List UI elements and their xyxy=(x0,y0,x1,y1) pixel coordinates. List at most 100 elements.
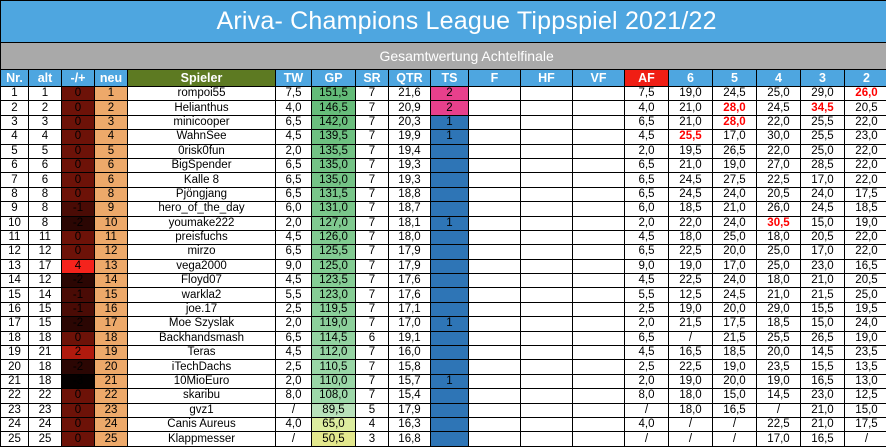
cell-rank-change: 0 xyxy=(61,114,95,131)
table-row[interactable]: 25 25 0 25 Klappmesser/50,5 3 16,8///17,0 16,5/… xyxy=(0,431,886,447)
cell-rank: 4 xyxy=(0,129,29,145)
col-header-diff[interactable]: -/+ xyxy=(61,69,95,87)
cell-sr: 7 xyxy=(355,244,389,260)
cell-vf xyxy=(572,416,625,433)
col-header-af[interactable]: AF xyxy=(624,69,669,87)
cell-tw: 6,0 xyxy=(275,201,312,217)
cell-f xyxy=(468,388,521,404)
table-row[interactable]: 20 18 -2 20 iTechDachs 2,5 110,5 7 15,8 2,5 22,5 19… xyxy=(0,359,886,375)
page-title: Ariva- Champions League Tippspiel 2021/2… xyxy=(0,0,886,43)
cell-rank-change: 0 xyxy=(61,157,95,174)
cell-gp: 125,5 xyxy=(311,244,356,260)
table-row[interactable]: 4 4 0 4 WahnSee 4,5 139,5 7 19,9 1 4,5 25,5 17,0 30,0… xyxy=(0,129,886,145)
cell-r2: 22,0 xyxy=(844,143,886,159)
table-row[interactable]: 22 22 0 22 skaribu 8,0 108,0 7 15,4 8,0 18,0 15,0 14… xyxy=(0,388,886,404)
cell-f xyxy=(468,157,521,174)
cell-r2: 12,5 xyxy=(844,388,886,404)
col-header-gp[interactable]: GP xyxy=(311,69,356,87)
col-header-f[interactable]: F xyxy=(468,69,521,87)
table-row[interactable]: 24 24 0 24 Canis Aureus 4,0 65,0 4 16,3 4,0//22,5… xyxy=(0,416,886,433)
col-header-hf[interactable]: HF xyxy=(520,69,573,87)
col-header-vf[interactable]: VF xyxy=(572,69,625,87)
cell-ts xyxy=(430,301,469,318)
table-row[interactable]: 7 6 0 6 Kalle 8 6,5 135,0 7 19,3 6,5 24,5 27,5 22,5 1… xyxy=(0,172,886,188)
cell-previous-rank: 2 xyxy=(28,100,62,116)
table-row[interactable]: 21 18 -3 21 10MioEuro 2,0 110,0 7 15,7 1 2,0 19,0 20… xyxy=(0,373,886,390)
col-header-tw[interactable]: TW xyxy=(275,69,312,87)
table-row[interactable]: 15 14 -1 15 warkla2 5,5 123,0 7 17,6 5,5 12,5 24,5 2… xyxy=(0,287,886,303)
cell-r4: 18,5 xyxy=(756,316,801,332)
table-row[interactable]: 3 3 0 3 minicooper 6,5 142,0 7 20,3 1 6,5 21,0 28,0 2… xyxy=(0,114,886,131)
cell-f xyxy=(468,215,521,231)
cell-rank: 17 xyxy=(0,316,29,332)
cell-r6: 19,0 xyxy=(668,85,713,102)
cell-new-rank: 15 xyxy=(94,287,128,303)
table-row[interactable]: 10 8 -2 10 youmake222 2,0 127,0 7 18,1 1 2,0 22,0 24… xyxy=(0,215,886,231)
table-row[interactable]: 17 15 -2 17 Moe Szyslak 2,0 119,0 7 17,0 1 2,0 21,5… xyxy=(0,316,886,332)
cell-r2: 22,0 xyxy=(844,114,886,131)
table-row[interactable]: 11 11 0 11 preisfuchs 4,5 126,0 7 18,0 4,5 18,0 25,… xyxy=(0,229,886,246)
table-row[interactable]: 8 8 0 8 Pjöngjang 6,5 131,5 7 18,8 6,5 24,5 24,0 20,… xyxy=(0,186,886,203)
col-header-r3[interactable]: 3 xyxy=(800,69,845,87)
col-header-r6[interactable]: 6 xyxy=(668,69,713,87)
table-row[interactable]: 5 5 0 5 0risk0fun 2,0 135,5 7 19,4 2,0 19,5 26,5 22,… xyxy=(0,143,886,159)
cell-sr: 6 xyxy=(355,330,389,347)
cell-player-name: WahnSee xyxy=(127,129,276,145)
col-header-alt[interactable]: alt xyxy=(28,69,62,87)
cell-r5: 19,0 xyxy=(712,359,757,375)
table-row[interactable]: 2 2 0 2 Helianthus 4,0 146,5 7 20,9 2 4,0 21,0 28,0 2… xyxy=(0,100,886,116)
cell-r3: 16,5 xyxy=(800,373,845,390)
cell-ts xyxy=(430,273,469,289)
col-header-r4[interactable]: 4 xyxy=(756,69,801,87)
cell-r6: 21,0 xyxy=(668,100,713,116)
cell-player-name: 0risk0fun xyxy=(127,143,276,159)
cell-new-rank: 5 xyxy=(94,143,128,159)
cell-hf xyxy=(520,287,573,303)
cell-r6: / xyxy=(668,431,713,447)
col-header-spieler[interactable]: Spieler xyxy=(127,69,276,87)
table-row[interactable]: 1 1 0 1 rompoi55 7,5 151,5 7 21,6 2 7,5 19,0 24,5 25,… xyxy=(0,85,886,102)
cell-r3: 21,5 xyxy=(800,287,845,303)
col-header-r5[interactable]: 5 xyxy=(712,69,757,87)
cell-player-name: mirzo xyxy=(127,244,276,260)
table-row[interactable]: 12 12 0 12 mirzo 6,5 125,5 7 17,9 6,5 22,5 20,0 25,0… xyxy=(0,244,886,260)
cell-r5: 20,0 xyxy=(712,301,757,318)
cell-af: 7,5 xyxy=(624,85,669,102)
cell-rank: 1 xyxy=(0,85,29,102)
cell-sr: 7 xyxy=(355,186,389,203)
cell-af: 4,0 xyxy=(624,416,669,433)
table-row[interactable]: 19 21 2 19 Teras 4,5 112,0 7 16,0 4,5 16,5 18,5 20,0… xyxy=(0,345,886,361)
cell-gp: 151,5 xyxy=(311,85,356,102)
cell-r5: 18,5 xyxy=(712,345,757,361)
cell-rank-change: 0 xyxy=(61,229,95,246)
cell-previous-rank: 6 xyxy=(28,157,62,174)
col-header-sr[interactable]: SR xyxy=(355,69,389,87)
cell-rank: 25 xyxy=(0,431,29,447)
cell-player-name: preisfuchs xyxy=(127,229,276,246)
cell-gp: 110,0 xyxy=(311,373,356,390)
table-row[interactable]: 2323023gvz1/89,5517,9/18,016,5/21,015,01… xyxy=(0,402,886,418)
cell-qtr: 18,1 xyxy=(388,215,431,231)
col-header-ts[interactable]: TS xyxy=(430,69,469,87)
col-header-r2[interactable]: 2 xyxy=(844,69,886,87)
cell-vf xyxy=(572,431,625,447)
cell-vf xyxy=(572,301,625,318)
col-header-qtr[interactable]: QTR xyxy=(388,69,431,87)
table-row[interactable]: 6 6 0 6 BigSpender 6,5 135,0 7 19,3 6,5 21,0 19,0 27… xyxy=(0,157,886,174)
cell-qtr: 15,7 xyxy=(388,373,431,390)
table-row[interactable]: 13 17 4 13 vega2000 9,0 125,0 7 17,9 9,0 19,0 17,0 2… xyxy=(0,258,886,275)
table-row[interactable]: 18 18 0 18 Backhandsmash 6,5 114,5 6 19,1 6,5/21,… xyxy=(0,330,886,347)
col-header-nr[interactable]: Nr. xyxy=(0,69,29,87)
cell-r5: 24,5 xyxy=(712,287,757,303)
cell-r3: 15,0 xyxy=(800,215,845,231)
cell-ts xyxy=(430,258,469,275)
table-row[interactable]: 14 12 -2 14 Floyd07 4,5 123,5 7 17,6 4,5 22,5 24,0 1… xyxy=(0,273,886,289)
col-header-neu[interactable]: neu xyxy=(94,69,128,87)
cell-r5: 24,5 xyxy=(712,85,757,102)
table-row[interactable]: 16 15 -1 16 joe.17 2,5 119,5 7 17,1 2,5 19,0 20,0 29… xyxy=(0,301,886,318)
cell-ts xyxy=(430,330,469,347)
cell-f xyxy=(468,201,521,217)
cell-r2: 22,0 xyxy=(844,244,886,260)
cell-r2: 13,5 xyxy=(844,359,886,375)
table-row[interactable]: 9 8 -1 9 hero_of_the_day 6,0 131,0 7 18,7 6,0 18,5… xyxy=(0,201,886,217)
